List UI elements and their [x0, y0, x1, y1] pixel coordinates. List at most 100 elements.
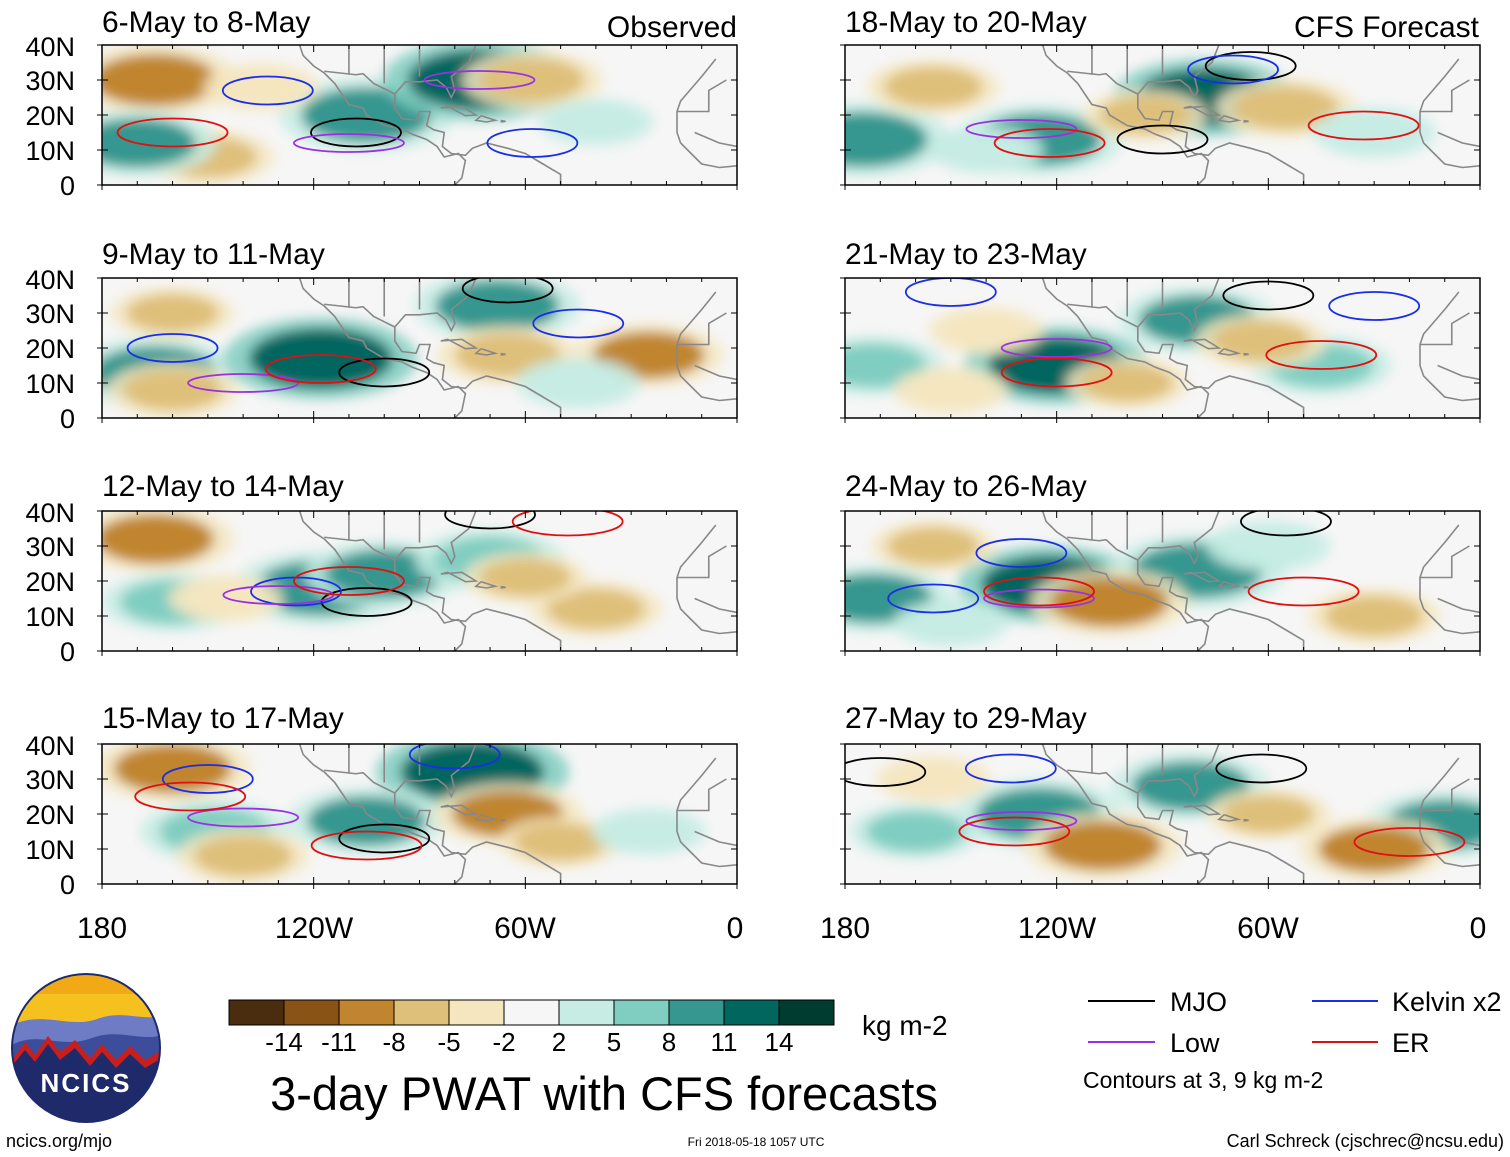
colorbar-swatch — [283, 999, 340, 1026]
contour-er — [1353, 827, 1466, 857]
coastline — [1183, 804, 1222, 816]
border-line — [324, 70, 396, 95]
coastline — [676, 291, 737, 402]
coastline — [394, 278, 477, 333]
colorbar-tick-label: -8 — [382, 1027, 405, 1057]
coastline — [393, 327, 562, 418]
border-line — [1437, 364, 1480, 381]
anomaly-core — [126, 294, 219, 332]
contour-kelvin-x2 — [964, 753, 1057, 784]
legend-kelvin-label: Kelvin x2 — [1392, 987, 1502, 1017]
border-line — [677, 312, 727, 346]
coastlines — [298, 45, 737, 185]
coastline — [1217, 347, 1242, 356]
legend: MJO Kelvin x2 Low ER Contours at 3, 9 kg… — [1083, 987, 1502, 1093]
coastline — [1217, 580, 1242, 589]
panel-ticks — [840, 510, 1481, 656]
border-line — [1420, 312, 1470, 346]
anomaly-core — [606, 813, 692, 850]
footer-url[interactable]: ncics.org/mjo — [6, 1131, 112, 1151]
anomaly-core — [1318, 825, 1430, 873]
contour-low — [187, 807, 300, 828]
anomaly-field — [845, 286, 1392, 414]
contour-mjo — [320, 587, 413, 617]
coastline — [1183, 105, 1222, 117]
colorbar-swatch — [778, 999, 835, 1026]
anomaly-core — [514, 823, 607, 861]
panel-ticks — [97, 743, 738, 889]
panel-ticks — [97, 277, 738, 423]
xtick-0: 0 — [727, 912, 744, 945]
ytick-20n: 20N — [25, 334, 75, 364]
anomaly-core — [1233, 86, 1339, 130]
panel-title-4: 15-May to 17-May — [102, 702, 344, 735]
colorbar-tick-label: 14 — [765, 1027, 794, 1057]
ytick-40n: 40N — [25, 731, 75, 761]
anomaly-core — [1328, 113, 1421, 152]
anomaly-core — [1043, 820, 1162, 871]
coastline — [1136, 94, 1305, 185]
coastline — [394, 511, 477, 566]
contour-kelvin-x2 — [887, 583, 980, 614]
panel-ticks — [840, 277, 1481, 423]
xtick-60w: 60W — [1237, 912, 1299, 945]
contour-low — [423, 70, 536, 90]
border-line — [1067, 70, 1139, 95]
panel-ticks — [97, 44, 738, 190]
colorbar-swatch — [668, 999, 725, 1026]
coastline — [1137, 744, 1220, 799]
panel-data-area — [845, 45, 1480, 185]
panel-ticks — [840, 743, 1481, 889]
panel-7 — [840, 510, 1481, 656]
coastline — [1137, 45, 1220, 100]
contour-er — [1247, 576, 1360, 607]
ytick-10n: 10N — [25, 602, 75, 632]
coastline — [500, 818, 506, 822]
border-line — [1420, 778, 1470, 812]
coastline — [1183, 338, 1222, 350]
xtick-0: 0 — [1470, 912, 1487, 945]
border-line — [1067, 536, 1139, 561]
coastline — [1243, 119, 1249, 123]
anomaly-core — [908, 605, 994, 641]
ytick-30n: 30N — [25, 765, 75, 795]
anomaly-core — [1098, 96, 1191, 134]
contour-lines — [887, 511, 1360, 614]
contour-low — [293, 133, 405, 153]
colorbar-swatch — [338, 999, 395, 1026]
coastline — [1137, 511, 1220, 566]
anomaly-core — [123, 369, 222, 411]
contour-low — [187, 373, 300, 393]
logo-text: NCICS — [41, 1068, 132, 1098]
figure-title: 3-day PWAT with CFS forecasts — [270, 1067, 938, 1120]
colorbar-swatch — [503, 999, 560, 1026]
anomaly-core — [102, 514, 214, 564]
panel-data-area — [102, 278, 737, 418]
coastline — [676, 757, 737, 868]
ytick-40n: 40N — [25, 265, 75, 295]
anomaly-core — [193, 835, 293, 877]
anomaly-core — [908, 372, 994, 408]
panel-ticks — [840, 44, 1481, 190]
anomaly-core — [479, 58, 585, 102]
anomaly-core — [1081, 364, 1174, 402]
contour-kelvin-x2 — [161, 764, 254, 794]
contour-kelvin-x2 — [904, 278, 997, 307]
anomaly-core — [1050, 577, 1169, 627]
y-axis-left: 40N 30N 20N 10N 0 40N 30N 20N 10N 0 40N … — [25, 32, 75, 900]
colorbar-swatch — [448, 999, 505, 1026]
ytick-10n: 10N — [25, 835, 75, 865]
contour-kelvin-x2 — [126, 333, 219, 363]
ytick-20n: 20N — [25, 800, 75, 830]
coastline — [474, 580, 499, 589]
anomaly-core — [553, 104, 639, 140]
coastline — [1183, 571, 1222, 583]
contour-mjo — [338, 823, 431, 854]
contour-er — [1000, 357, 1113, 388]
legend-er-label: ER — [1392, 1028, 1430, 1058]
contour-mjo — [1240, 511, 1332, 537]
contour-er — [983, 576, 1095, 607]
ncics-logo[interactable]: NCICS — [11, 973, 162, 1124]
contour-er — [264, 354, 377, 384]
